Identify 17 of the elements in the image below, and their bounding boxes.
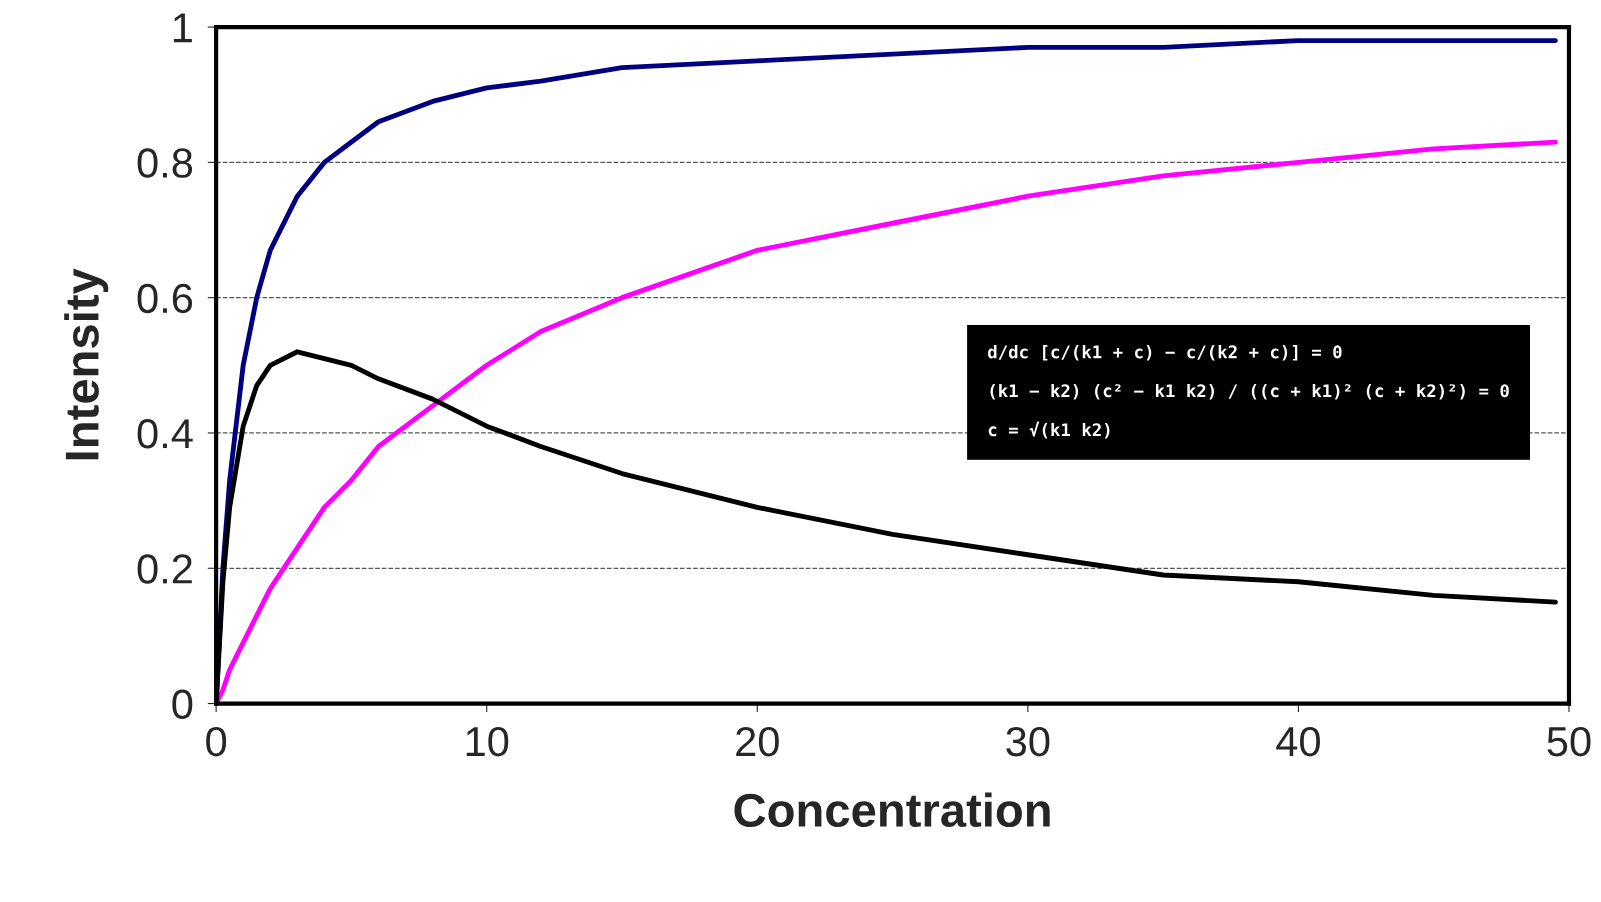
x-tick-label: 10 bbox=[466, 726, 509, 757]
y-tick-label: 0.6 bbox=[137, 283, 193, 314]
x-tick-label: 30 bbox=[1006, 726, 1050, 757]
y-tick-label: 0.8 bbox=[137, 148, 193, 178]
y-tick-label: 0.2 bbox=[137, 554, 192, 584]
y-tick-label: 0.4 bbox=[137, 418, 193, 449]
x-tick-label: 0 bbox=[206, 726, 227, 757]
y-tick-label: 0 bbox=[172, 689, 193, 720]
x-axis-title: Concentration bbox=[734, 792, 1050, 828]
y-tick-label: 1 bbox=[173, 13, 192, 43]
annotation: d/dc [c/(k1 + c) − c/(k2 + c)] = 0 bbox=[988, 345, 1342, 361]
x-tick-label: 40 bbox=[1276, 726, 1320, 757]
annotation: c = √(k1 k2) bbox=[988, 421, 1110, 439]
y-axis-title: Intensity bbox=[64, 268, 109, 460]
x-tick-label: 50 bbox=[1547, 726, 1591, 757]
annotation: (k1 − k2) (c² − k1 k2) / ((c + k1)² (c + k2)²) = 0 bbox=[990, 383, 1509, 400]
x-tick-label: 20 bbox=[736, 726, 779, 757]
